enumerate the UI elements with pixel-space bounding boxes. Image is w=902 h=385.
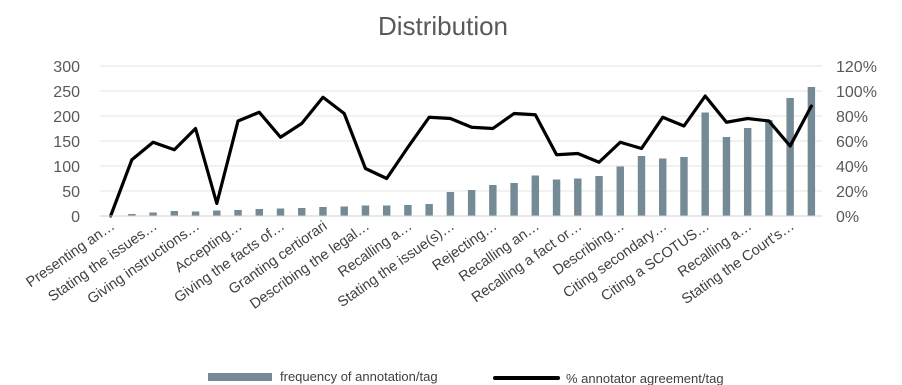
right-axis-tick-label: 0% [836, 209, 859, 226]
legend-bar-swatch [208, 373, 272, 381]
right-axis-tick-label: 40% [836, 159, 868, 176]
left-axis-tick-label: 100 [53, 159, 80, 176]
legend-line-label: % annotator agreement/tag [566, 371, 724, 385]
bar [722, 137, 731, 216]
bar [425, 204, 433, 216]
bar [531, 175, 540, 216]
bar [659, 158, 667, 216]
bar [170, 211, 179, 216]
legend-bar-label: frequency of annotation/tag [280, 369, 438, 384]
bar [234, 210, 242, 216]
bar [298, 208, 306, 216]
bar [361, 205, 370, 216]
left-axis-tick-label: 0 [71, 209, 80, 226]
bar [616, 166, 624, 216]
legend: frequency of annotation/tag % annotator … [208, 369, 724, 385]
bar [765, 120, 773, 216]
line-series [109, 94, 813, 218]
right-axis-tick-label: 80% [836, 109, 868, 126]
agreement-line [109, 94, 813, 218]
bar [786, 98, 794, 216]
bar [128, 214, 136, 216]
bar [446, 192, 455, 216]
x-axis-labels: Presenting an…Stating the issues…Giving … [24, 218, 798, 312]
left-axis-tick-label: 250 [53, 84, 80, 101]
bar [489, 185, 497, 216]
right-axis: 0% 20% 40% 60% 80% 100% 120% [836, 59, 877, 226]
bar [191, 211, 200, 216]
left-axis: 0 50 100 150 200 250 300 [53, 59, 80, 226]
chart-title: Distribution [378, 11, 508, 41]
bar [404, 205, 412, 216]
bar [319, 207, 327, 216]
right-axis-tick-label: 20% [836, 184, 868, 201]
bar [552, 179, 561, 216]
bar [574, 178, 582, 216]
left-axis-tick-label: 50 [62, 184, 80, 201]
bar [213, 210, 221, 216]
bar [149, 212, 157, 216]
bar [807, 87, 816, 216]
right-axis-tick-label: 120% [836, 59, 877, 76]
bar [637, 156, 646, 216]
bar [595, 176, 603, 216]
bar [743, 128, 752, 216]
bar-series [106, 87, 816, 216]
bar [701, 112, 709, 216]
left-axis-tick-label: 200 [53, 109, 80, 126]
right-axis-tick-label: 100% [836, 84, 877, 101]
right-axis-tick-label: 60% [836, 134, 868, 151]
bar [255, 209, 263, 216]
bar [340, 206, 348, 216]
bar [510, 183, 518, 216]
bar [680, 157, 688, 216]
bar [276, 208, 285, 216]
bar [467, 190, 476, 216]
left-axis-tick-label: 300 [53, 59, 80, 76]
left-axis-tick-label: 150 [53, 134, 80, 151]
bar [382, 205, 391, 216]
